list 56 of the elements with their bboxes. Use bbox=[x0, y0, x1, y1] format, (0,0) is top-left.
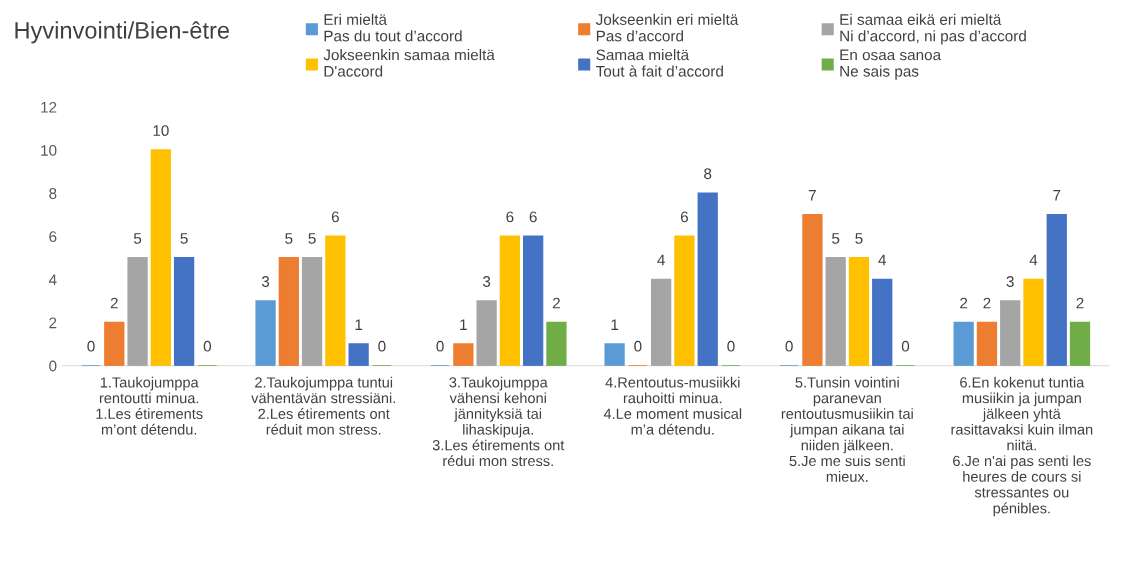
data-label: 0 bbox=[634, 340, 642, 352]
data-label: 6 bbox=[680, 211, 688, 223]
legend-label: Samaa mieltä Tout à fait d’accord bbox=[596, 49, 723, 77]
y-tick-label: 6 bbox=[49, 231, 57, 243]
legend-label: Ei samaa eikä eri mieltä Ni d’accord, ni pas d’accord bbox=[840, 13, 1026, 45]
data-label: 0 bbox=[436, 340, 444, 352]
x-tick-label: 2.Taukojumppa tuntui vähentävän stressiäni. 2.Les étirements ont réduit mon stress. bbox=[251, 376, 395, 435]
y-tick-label: 8 bbox=[49, 188, 57, 199]
data-label: 5 bbox=[285, 233, 293, 244]
data-label: 2 bbox=[960, 297, 968, 309]
y-tick-label: 4 bbox=[48, 274, 57, 286]
x-tick-label: 1.Taukojumppa rentoutti minua. 1.Les étirements m’ont détendu. bbox=[96, 376, 203, 435]
data-label: 0 bbox=[203, 340, 212, 352]
legend-label: Jokseenkin samaa mieltä D'accord bbox=[323, 49, 495, 77]
y-tick-label: 0 bbox=[49, 360, 57, 372]
data-label: 6 bbox=[506, 211, 514, 223]
data-label: 3 bbox=[1006, 276, 1014, 287]
x-tick-label: 5.Tunsin vointini paranevan rentoutusmusiikin tai jumpan aikana tai niiden jälkeen. 5.Je me suis senti mieux. bbox=[781, 376, 913, 482]
data-label: 2 bbox=[110, 297, 118, 309]
data-label: 0 bbox=[378, 340, 386, 352]
data-label: 4 bbox=[657, 254, 665, 266]
data-label: 0 bbox=[727, 340, 735, 352]
data-label: 1 bbox=[460, 319, 467, 330]
data-label: 5 bbox=[308, 233, 316, 244]
data-label: 2 bbox=[1076, 297, 1084, 309]
data-label: 6 bbox=[529, 211, 537, 223]
data-label: 8 bbox=[704, 168, 712, 180]
category-label: 6.En kokenut tuntia musiikin ja jumpan jälkeen yhtä rasittavaksi kuin ilman niitä. 6.Je n'ai pas senti les heures de cours si stressantes ou pénibles. bbox=[951, 376, 1093, 517]
x-tick-label: 3.Taukojumppa vähensi kehoni jännityksiä tai lihaskipuja. 3.Les étirements ont rédui mon stress. bbox=[432, 376, 565, 467]
data-label: 4 bbox=[1029, 254, 1038, 266]
y-tick-label: 10 bbox=[41, 145, 57, 156]
data-label: 5 bbox=[855, 233, 863, 244]
data-label: 2 bbox=[983, 297, 991, 309]
data-label: 5 bbox=[133, 233, 142, 244]
x-tick-label: 4.Rentoutus-musiikki rauhoitti minua. 4.Le moment musical m’a détendu. bbox=[603, 376, 742, 435]
data-label: 5 bbox=[832, 233, 840, 244]
y-tick-label: 12 bbox=[41, 101, 57, 113]
y-tick-label: 2 bbox=[49, 317, 57, 329]
data-label: 2 bbox=[552, 297, 560, 309]
data-label: 10 bbox=[153, 125, 169, 137]
data-label: 3 bbox=[482, 276, 491, 287]
chart-title: Hyvinvointi/Bien-être bbox=[15, 21, 229, 44]
data-label: 5 bbox=[180, 233, 188, 244]
data-label: 0 bbox=[87, 340, 95, 352]
data-label: 0 bbox=[785, 340, 793, 352]
data-label: 3 bbox=[261, 276, 270, 287]
data-label: 6 bbox=[331, 211, 339, 223]
data-label: 7 bbox=[808, 190, 816, 201]
data-label: 0 bbox=[901, 340, 910, 352]
legend-label: Eri mieltä Pas du tout d’accord bbox=[324, 13, 462, 42]
legend-label: Jokseenkin eri mieltä Pas d’accord bbox=[595, 13, 739, 42]
legend-label: En osaa sanoa Ne sais pas bbox=[840, 49, 942, 80]
data-label: 1 bbox=[611, 319, 619, 330]
data-label: 1 bbox=[355, 319, 363, 330]
data-label: 4 bbox=[878, 254, 887, 266]
data-label: 7 bbox=[1053, 190, 1061, 201]
